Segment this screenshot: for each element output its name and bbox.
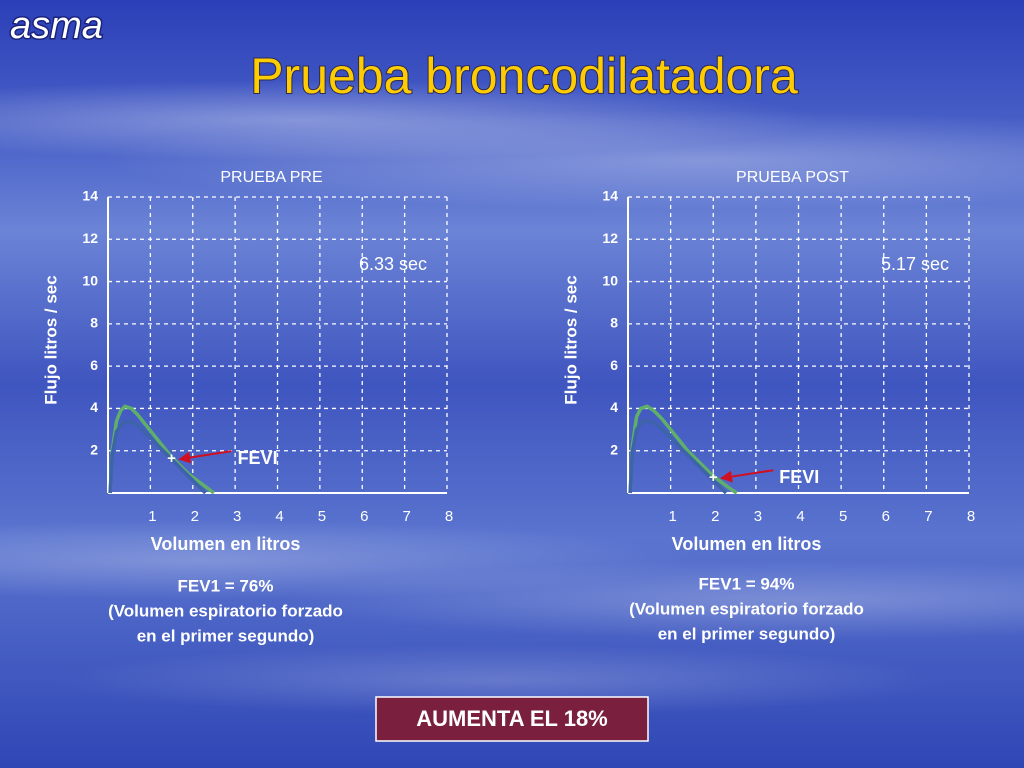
caption-line: FEV1 = 94%	[699, 574, 795, 593]
y-tick-label: 14	[602, 188, 618, 204]
x-axis-label: Volumen en litros	[151, 534, 301, 554]
flow-curve	[108, 419, 207, 495]
slide-title: Prueba broncodilatadora	[250, 48, 798, 104]
chart-title: PRUEBA PRE	[220, 169, 322, 186]
y-tick-label: 8	[90, 315, 98, 331]
x-tick-label: 3	[754, 508, 762, 525]
x-tick-label: 8	[967, 508, 975, 525]
duration: 5.17 sec	[881, 254, 949, 274]
fevi-marker: +	[167, 450, 176, 467]
fevi-label: FEVI	[238, 448, 278, 468]
caption-line: en el primer segundo)	[137, 626, 315, 645]
caption-line: (Volumen espiratorio forzado	[629, 599, 864, 618]
y-tick-label: 10	[82, 272, 98, 288]
x-tick-label: 6	[882, 508, 890, 525]
y-tick-label: 12	[602, 230, 618, 246]
banner-box	[375, 696, 649, 742]
x-tick-label: 8	[445, 508, 453, 525]
x-tick-label: 6	[360, 508, 368, 525]
y-tick-label: 4	[610, 399, 618, 415]
y-tick-label: 8	[610, 315, 618, 331]
x-tick-label: 4	[796, 508, 804, 525]
x-tick-label: 3	[233, 508, 241, 525]
section-label: asma	[10, 5, 103, 47]
x-tick-label: 5	[839, 508, 847, 525]
flow-curve	[628, 404, 738, 495]
x-tick-label: 7	[402, 508, 410, 525]
fevi-marker: +	[709, 469, 718, 486]
x-tick-label: 4	[275, 508, 283, 525]
flow-curve	[108, 404, 215, 495]
y-tick-label: 2	[90, 441, 98, 457]
banner-text: AUMENTA EL 18%	[416, 706, 608, 731]
x-tick-label: 2	[191, 508, 199, 525]
x-tick-label: 1	[668, 508, 676, 525]
y-tick-label: 4	[90, 399, 98, 415]
flow-curve	[628, 419, 728, 495]
y-tick-label: 6	[90, 357, 98, 373]
fevi-arrow	[178, 450, 232, 464]
caption-line: en el primer segundo)	[658, 624, 836, 643]
y-tick-label: 6	[610, 357, 618, 373]
y-axis-label: Flujo litros / sec	[561, 275, 580, 404]
y-axis-label: Flujo litros / sec	[41, 275, 60, 404]
y-tick-label: 14	[82, 188, 98, 204]
duration: 6.33 sec	[359, 254, 427, 274]
x-axis-label: Volumen en litros	[672, 534, 822, 554]
x-tick-label: 2	[711, 508, 719, 525]
y-tick-label: 2	[610, 441, 618, 457]
fevi-arrow	[720, 469, 774, 483]
x-tick-label: 5	[318, 508, 326, 525]
x-tick-label: 1	[148, 508, 156, 525]
x-tick-label: 7	[924, 508, 932, 525]
y-tick-label: 12	[82, 230, 98, 246]
chart-title: PRUEBA POST	[736, 169, 849, 186]
fevi-label: FEVI	[779, 467, 819, 487]
caption-line: FEV1 = 76%	[178, 576, 274, 595]
caption-line: (Volumen espiratorio forzado	[108, 601, 343, 620]
y-tick-label: 10	[602, 272, 618, 288]
